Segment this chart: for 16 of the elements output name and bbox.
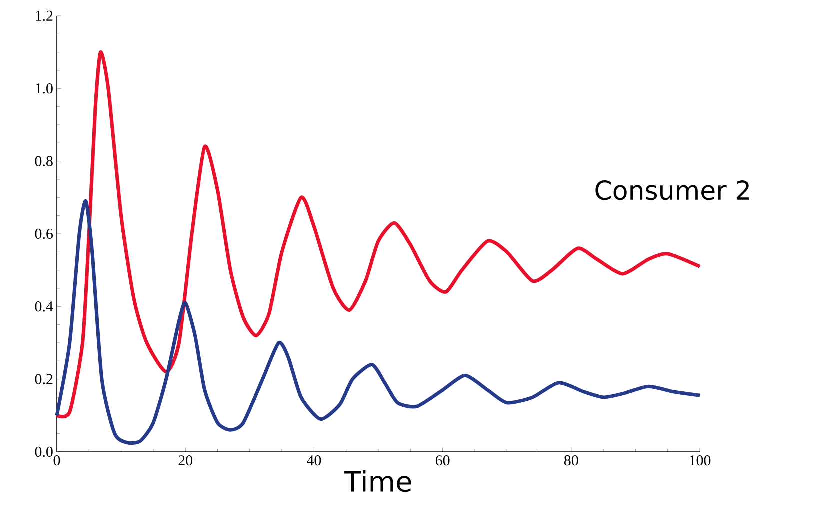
y-tick-label: 1.2 bbox=[36, 10, 53, 22]
x-axis-title: Time bbox=[344, 470, 412, 492]
y-tick-label: 0.6 bbox=[35, 228, 54, 240]
y-tick-label: 0.8 bbox=[35, 156, 53, 166]
x-tick-label: 40 bbox=[307, 456, 322, 466]
y-tick-label: 1.0 bbox=[36, 84, 53, 94]
y-tick-label: 0.4 bbox=[35, 302, 54, 312]
x-tick-label: 100 bbox=[690, 456, 711, 466]
x-tick-label: 80 bbox=[564, 456, 578, 466]
x-tick-label: 20 bbox=[178, 456, 193, 466]
x-tick-label: 0 bbox=[54, 456, 60, 466]
y-tick-label: 0.2 bbox=[35, 374, 53, 384]
annotation: Consumer 2 bbox=[596, 180, 749, 200]
x-tick-label: 60 bbox=[436, 456, 450, 466]
line-series bbox=[55, 200, 702, 445]
y-tick-label: 0.0 bbox=[35, 446, 53, 458]
